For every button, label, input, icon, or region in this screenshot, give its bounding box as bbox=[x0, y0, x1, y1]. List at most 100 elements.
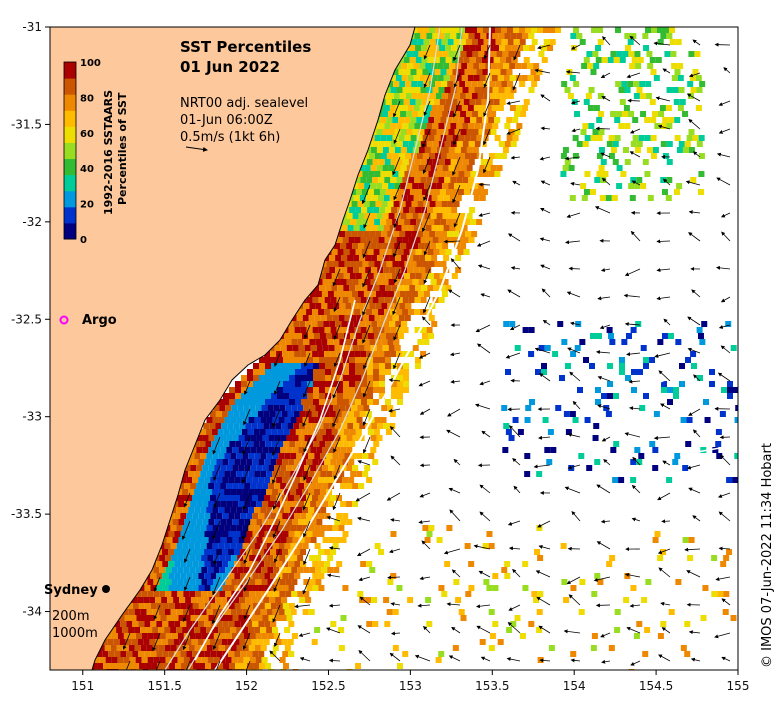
current-vector-arrow bbox=[479, 511, 491, 522]
current-vector-arrow bbox=[333, 352, 341, 368]
current-vector-arrow bbox=[215, 660, 221, 670]
land-mass bbox=[50, 27, 416, 670]
current-vector-arrow bbox=[479, 484, 491, 494]
current-vector-arrow bbox=[541, 288, 551, 298]
x-tick-label: 153 bbox=[399, 679, 422, 693]
current-vector-arrow bbox=[213, 464, 221, 482]
current-vector-arrow bbox=[328, 546, 341, 551]
current-vector-arrow bbox=[450, 379, 461, 384]
current-vector-arrow bbox=[274, 548, 281, 563]
x-tick-label: 155 bbox=[727, 679, 750, 693]
colorbar-tick-label: 80 bbox=[80, 93, 94, 104]
current-vector-arrow bbox=[446, 429, 461, 438]
current-vector-arrow bbox=[718, 324, 731, 329]
current-vector-arrow bbox=[480, 656, 491, 662]
current-vector-arrow bbox=[446, 602, 461, 607]
current-vector-arrow bbox=[423, 268, 431, 285]
current-vector-arrow bbox=[685, 180, 701, 186]
current-vector-arrow bbox=[508, 604, 521, 611]
current-vector-arrow bbox=[536, 596, 551, 606]
current-vector-arrow bbox=[294, 604, 311, 609]
current-vector-arrow bbox=[274, 352, 281, 367]
info-line-1: NRT00 adj. sealevel bbox=[180, 96, 308, 111]
current-vector-arrow bbox=[716, 177, 731, 186]
colorbar-segment bbox=[64, 62, 76, 79]
current-vector-arrow bbox=[687, 347, 701, 354]
current-vector-arrow bbox=[479, 380, 491, 386]
current-vector-arrow bbox=[720, 212, 731, 218]
current-vector-arrow bbox=[513, 44, 521, 61]
current-vector-arrow bbox=[328, 603, 341, 608]
current-vector-arrow bbox=[721, 598, 731, 606]
current-vector-arrow bbox=[512, 180, 521, 186]
current-vector-arrow bbox=[333, 436, 341, 453]
plot-frame bbox=[49, 26, 739, 671]
current-vector-arrow bbox=[662, 178, 671, 186]
current-vector-arrow bbox=[597, 296, 611, 301]
current-vector-arrow bbox=[274, 380, 281, 395]
current-vector-arrow bbox=[452, 156, 461, 176]
scale-arrow-icon bbox=[185, 146, 208, 152]
current-vector-arrow bbox=[326, 627, 341, 634]
current-vector-arrow bbox=[718, 100, 731, 106]
current-vector-arrow bbox=[443, 548, 461, 555]
current-vector-arrow bbox=[243, 548, 251, 565]
current-vector-arrow bbox=[212, 576, 221, 596]
current-vector-arrow bbox=[153, 576, 161, 592]
current-vector-arrow bbox=[303, 436, 311, 453]
sealevel-contour-3 bbox=[639, 369, 721, 456]
current-vector-arrow bbox=[631, 517, 641, 522]
current-vector-arrow bbox=[721, 231, 731, 242]
current-vector-arrow bbox=[600, 519, 611, 524]
current-vector-arrow bbox=[688, 210, 701, 215]
current-vector-arrow bbox=[328, 658, 341, 663]
current-vector-arrow bbox=[483, 128, 491, 146]
current-vector-arrow bbox=[563, 629, 581, 634]
current-vectors bbox=[122, 35, 731, 670]
current-vector-arrow bbox=[628, 379, 641, 384]
current-vector-arrow bbox=[506, 657, 521, 662]
current-vector-arrow bbox=[720, 345, 731, 354]
x-tick-label: 151.5 bbox=[147, 679, 181, 693]
current-vector-arrow bbox=[299, 657, 311, 662]
current-vector-arrow bbox=[717, 492, 731, 498]
current-vector-arrow bbox=[182, 632, 191, 651]
current-vector-arrow bbox=[450, 258, 461, 270]
colorbar-tick-label: 0 bbox=[80, 235, 87, 246]
colorbar-segment bbox=[64, 126, 76, 143]
current-vector-arrow bbox=[540, 180, 551, 186]
current-vector-arrow bbox=[390, 518, 401, 523]
current-vector-arrow bbox=[125, 660, 131, 670]
current-vector-arrow bbox=[716, 265, 731, 270]
current-vector-arrow bbox=[449, 509, 461, 522]
current-vector-arrow bbox=[569, 371, 581, 382]
current-vector-arrow bbox=[390, 455, 401, 466]
current-vector-arrow bbox=[566, 576, 581, 585]
current-vector-arrow bbox=[447, 408, 461, 417]
current-vector-arrow bbox=[569, 321, 581, 326]
current-vector-arrow bbox=[539, 156, 551, 161]
current-vector-arrow bbox=[271, 436, 281, 456]
current-vector-arrow bbox=[358, 576, 371, 582]
current-vector-arrow bbox=[272, 492, 281, 510]
current-vector-arrow bbox=[448, 487, 461, 494]
current-vector-arrow bbox=[244, 380, 251, 395]
current-vector-arrow bbox=[570, 44, 581, 50]
current-vector-arrow bbox=[443, 239, 461, 244]
current-vector-arrow bbox=[386, 492, 401, 501]
current-vector-arrow bbox=[483, 156, 491, 174]
current-vector-arrow bbox=[303, 324, 311, 339]
current-vector-arrow bbox=[212, 436, 221, 455]
current-vector-arrow bbox=[451, 569, 461, 578]
current-vector-arrow bbox=[656, 296, 671, 301]
current-vector-arrow bbox=[686, 570, 701, 578]
current-vector-arrow bbox=[269, 650, 281, 662]
current-vector-arrow bbox=[540, 94, 551, 102]
x-axis: 151 151.5 152 152.5 153 153.5 154 154.5 155 bbox=[71, 670, 749, 693]
current-vector-arrow bbox=[481, 430, 491, 438]
current-vector-arrow bbox=[630, 660, 641, 666]
current-vector-arrow bbox=[389, 652, 401, 662]
current-vector-arrow bbox=[506, 100, 521, 106]
current-vector-arrow bbox=[421, 316, 431, 326]
current-vector-arrow bbox=[476, 343, 491, 354]
